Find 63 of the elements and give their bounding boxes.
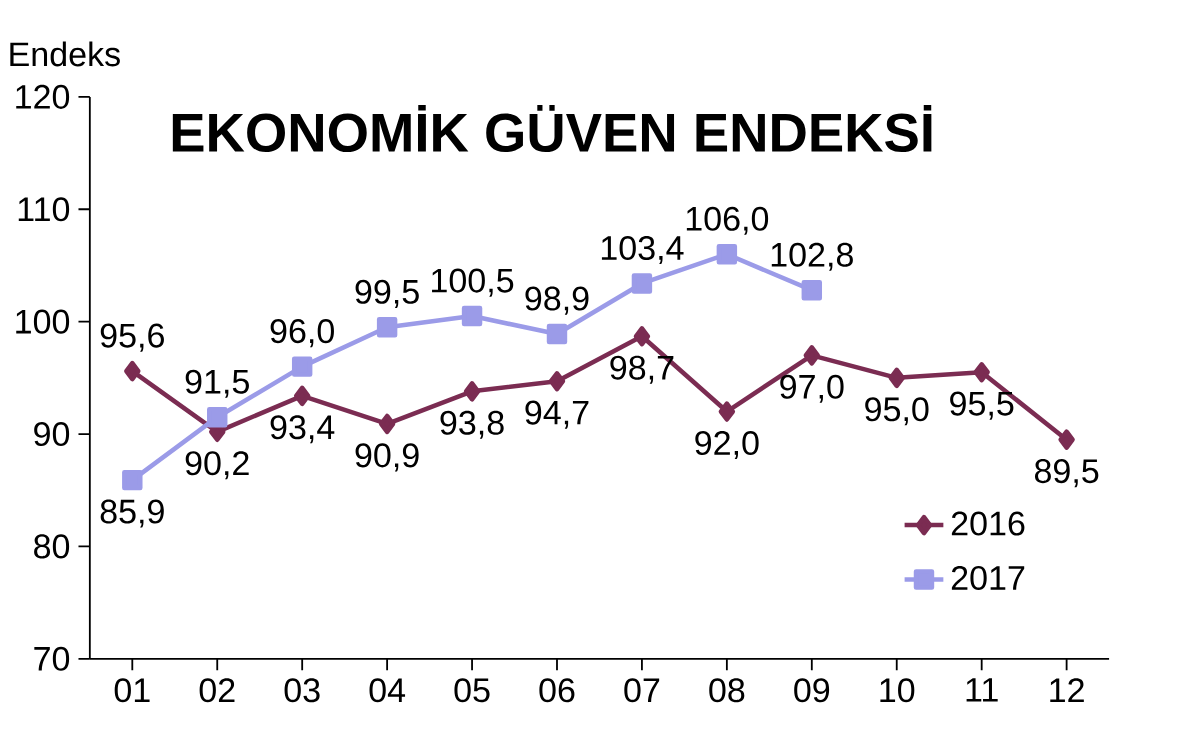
x-tick-label: 07 [624, 678, 660, 703]
data-label: 99,5 [355, 279, 419, 308]
data-label: 85,9 [100, 499, 164, 528]
data-label: 90,2 [185, 451, 249, 480]
point [124, 360, 141, 382]
data-label: 103,4 [601, 235, 684, 264]
data-label: 95,5 [950, 391, 1014, 420]
data-label: 90,9 [355, 443, 419, 472]
point [1058, 429, 1075, 450]
point [801, 279, 823, 301]
chart-title: EKONOMİK GÜVEN ENDEKSİ [172, 104, 932, 153]
point [803, 345, 821, 366]
point [548, 370, 566, 392]
y-tick-label: 80 [34, 534, 70, 559]
y-axis-title: Endeks [10, 41, 120, 67]
data-label: 93,4 [270, 415, 335, 444]
x-tick-label: 03 [284, 678, 320, 703]
data-label: 96,0 [270, 319, 334, 348]
x-tick-label: 10 [880, 678, 915, 703]
legend-label: 2017 [951, 565, 1025, 590]
point [376, 317, 398, 338]
data-label: 92,0 [695, 430, 759, 459]
legend-label: 2016 [951, 511, 1025, 536]
point [293, 385, 311, 406]
x-tick-label: 04 [369, 678, 406, 703]
x-tick-label: 09 [794, 678, 830, 703]
data-label: 93,8 [440, 410, 504, 439]
data-label: 95,6 [100, 323, 164, 352]
data-label: 98,9 [525, 286, 589, 315]
point [546, 323, 568, 345]
point [291, 356, 313, 377]
x-tick-label: 11 [966, 678, 998, 702]
point [378, 413, 396, 435]
point [633, 325, 651, 347]
point [631, 273, 653, 294]
y-tick-label: 100 [16, 309, 70, 334]
point [888, 367, 905, 388]
point [463, 381, 481, 402]
data-label: 106,0 [686, 206, 769, 235]
data-label: 98,7 [610, 355, 674, 384]
data-label: 95,0 [865, 397, 929, 426]
point [718, 401, 736, 422]
data-label: 102,8 [771, 242, 853, 271]
point [973, 361, 990, 383]
x-tick-label: 05 [454, 678, 490, 703]
data-label: 89,5 [1034, 458, 1099, 488]
point [716, 243, 738, 265]
x-tick-label: 06 [539, 678, 575, 703]
data-label: 97,0 [780, 374, 844, 403]
y-tick-label: 90 [34, 421, 70, 447]
data-label: 91,5 [185, 369, 249, 398]
y-tick-label: 120 [16, 84, 70, 109]
x-tick-label: 08 [709, 678, 745, 703]
x-tick-label: 01 [114, 678, 150, 703]
point [122, 469, 143, 491]
point [461, 305, 483, 327]
x-tick-label: 02 [199, 678, 235, 703]
data-label: 94,7 [525, 400, 589, 429]
point [207, 406, 228, 428]
y-tick-label: 110 [18, 197, 70, 222]
x-tick-label: 12 [1050, 678, 1084, 702]
data-label: 100,5 [432, 268, 514, 297]
y-tick-label: 70 [34, 646, 70, 671]
